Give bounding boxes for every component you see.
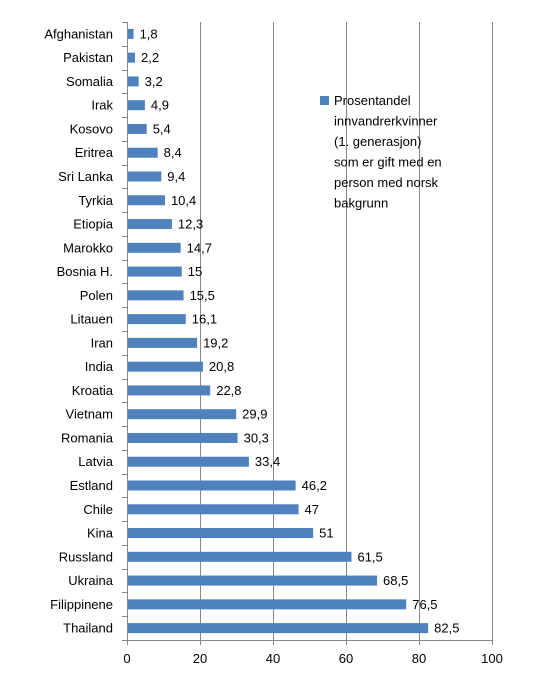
legend-line: (1. generasjon) bbox=[334, 134, 421, 149]
data-label: 47 bbox=[305, 502, 319, 517]
bar bbox=[128, 409, 237, 420]
category-label: Filippinene bbox=[50, 597, 113, 612]
category-label: Afghanistan bbox=[44, 26, 113, 41]
category-label: Sri Lanka bbox=[58, 169, 114, 184]
bar bbox=[128, 76, 139, 87]
data-label: 33,4 bbox=[255, 454, 280, 469]
data-label: 3,2 bbox=[145, 74, 163, 89]
bar bbox=[128, 480, 296, 491]
bar bbox=[128, 171, 162, 182]
bar bbox=[128, 52, 136, 63]
bar bbox=[128, 290, 184, 301]
bar bbox=[128, 147, 158, 158]
category-label: Russland bbox=[59, 549, 113, 564]
bar bbox=[128, 337, 198, 348]
x-tick-label: 0 bbox=[123, 651, 130, 666]
x-tick-label: 40 bbox=[266, 651, 280, 666]
legend-line: person med norsk bbox=[334, 175, 439, 190]
bar bbox=[128, 28, 134, 39]
bar bbox=[128, 123, 147, 134]
bar bbox=[128, 575, 378, 586]
data-label: 1,8 bbox=[140, 26, 158, 41]
data-label: 4,9 bbox=[151, 98, 169, 113]
category-label: Somalia bbox=[66, 74, 114, 89]
data-label: 5,4 bbox=[153, 121, 171, 136]
data-label: 10,4 bbox=[171, 193, 196, 208]
data-label: 14,7 bbox=[187, 240, 212, 255]
bar bbox=[128, 432, 238, 443]
category-label: Thailand bbox=[63, 621, 113, 636]
category-label: Kina bbox=[87, 526, 114, 541]
bar bbox=[128, 219, 172, 230]
category-label: Marokko bbox=[63, 240, 113, 255]
x-tick-label: 80 bbox=[412, 651, 426, 666]
category-label: Latvia bbox=[78, 454, 113, 469]
x-tick-label: 60 bbox=[339, 651, 353, 666]
bar bbox=[128, 623, 429, 634]
data-label: 61,5 bbox=[357, 549, 382, 564]
bar bbox=[128, 599, 407, 610]
legend-line: som er gift med en bbox=[334, 155, 442, 170]
legend-line: bakgrunn bbox=[334, 196, 388, 211]
category-label: Chile bbox=[83, 502, 113, 517]
bar bbox=[128, 242, 181, 253]
category-label: Etiopia bbox=[73, 217, 114, 232]
data-label: 82,5 bbox=[434, 621, 459, 636]
data-label: 22,8 bbox=[216, 383, 241, 398]
bar bbox=[128, 504, 299, 515]
category-label: Vietnam bbox=[66, 407, 113, 422]
category-label: Tyrkia bbox=[78, 193, 113, 208]
value-labels: 1,8 2,2 3,2 4,9 5,4 8,4 9,4 10,4 12,3 14,7 15 15,5 1… bbox=[140, 26, 460, 635]
legend-line: Prosentandel bbox=[334, 93, 411, 108]
data-label: 20,8 bbox=[209, 359, 234, 374]
category-label: Ukraina bbox=[68, 573, 114, 588]
category-label: Irak bbox=[91, 98, 113, 113]
gridlines bbox=[122, 22, 493, 645]
category-label: Estland bbox=[70, 478, 113, 493]
bar bbox=[128, 266, 182, 277]
category-label: Bosnia H. bbox=[57, 264, 113, 279]
data-label: 19,2 bbox=[203, 335, 228, 350]
data-label: 51 bbox=[319, 526, 333, 541]
legend-swatch bbox=[320, 96, 329, 105]
data-label: 15 bbox=[188, 264, 202, 279]
data-label: 2,2 bbox=[141, 50, 159, 65]
category-label: Iran bbox=[91, 335, 113, 350]
category-label: India bbox=[85, 359, 114, 374]
data-label: 29,9 bbox=[242, 407, 267, 422]
legend: Prosentandel innvandrerkvinner (1. generas… bbox=[320, 93, 442, 211]
category-label: Kosovo bbox=[70, 121, 113, 136]
bar bbox=[128, 100, 145, 111]
data-label: 12,3 bbox=[178, 217, 203, 232]
bar bbox=[128, 456, 249, 467]
bar bbox=[128, 528, 314, 539]
bars bbox=[128, 28, 429, 634]
data-label: 68,5 bbox=[383, 573, 408, 588]
x-axis-ticks: 0 20 40 60 80 100 bbox=[123, 651, 502, 666]
legend-series-name: Prosentandel innvandrerkvinner (1. generas… bbox=[334, 93, 442, 211]
category-labels: Afghanistan Pakistan Somalia Irak Kosovo Erit… bbox=[44, 26, 113, 635]
category-label: Pakistan bbox=[63, 50, 113, 65]
data-label: 8,4 bbox=[164, 145, 182, 160]
category-label: Litauen bbox=[70, 312, 113, 327]
x-tick-label: 100 bbox=[481, 651, 503, 666]
x-tick-label: 20 bbox=[193, 651, 207, 666]
legend-line: innvandrerkvinner bbox=[334, 114, 438, 129]
data-label: 15,5 bbox=[190, 288, 215, 303]
bar bbox=[128, 551, 352, 562]
data-label: 30,3 bbox=[244, 430, 269, 445]
data-label: 16,1 bbox=[192, 312, 217, 327]
bar bbox=[128, 361, 203, 372]
bar bbox=[128, 314, 186, 325]
bar bbox=[128, 195, 165, 206]
data-label: 46,2 bbox=[302, 478, 327, 493]
bar bbox=[128, 385, 211, 396]
category-label: Polen bbox=[80, 288, 113, 303]
data-label: 76,5 bbox=[412, 597, 437, 612]
category-label: Eritrea bbox=[75, 145, 114, 160]
data-label: 9,4 bbox=[167, 169, 185, 184]
category-label: Kroatia bbox=[72, 383, 114, 398]
category-label: Romania bbox=[61, 430, 114, 445]
